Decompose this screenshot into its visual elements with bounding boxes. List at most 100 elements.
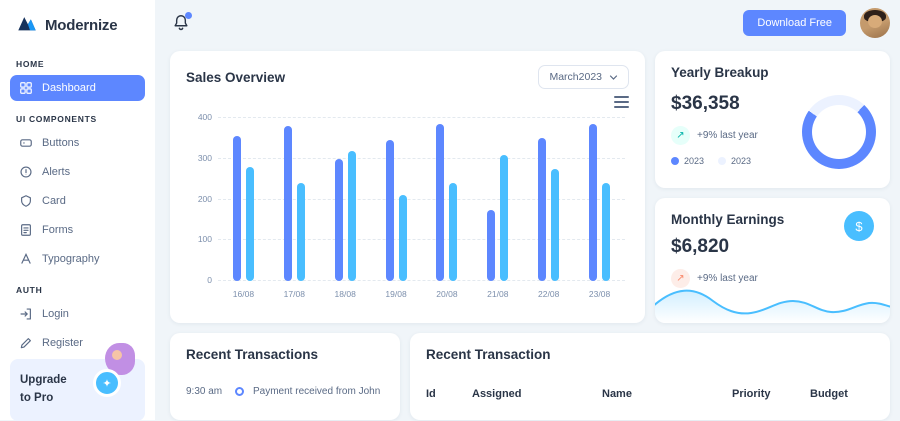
sidebar-item-dashboard[interactable]: Dashboard: [10, 75, 145, 101]
sidebar-item-buttons[interactable]: Buttons: [10, 130, 145, 156]
monthly-change-label: +9% last year: [697, 273, 758, 284]
y-axis-tick-label: 200: [197, 193, 212, 204]
sidebar-item-label: Buttons: [42, 137, 80, 149]
forms-icon: [19, 223, 33, 237]
register-icon: [19, 336, 33, 350]
yearly-breakup-title: Yearly Breakup: [671, 65, 769, 80]
nav-section-label: UI COMPONENTS: [16, 114, 97, 124]
bar-2023: [347, 150, 356, 281]
chart-gridline: [218, 157, 625, 159]
dashboard-content: Sales Overview March2023 0 100 200 300 400 1…: [170, 46, 890, 420]
sidebar-item-alerts[interactable]: Alerts: [10, 159, 145, 185]
trend-up-icon: ↗: [671, 269, 690, 288]
top-row: Sales Overview March2023 0 100 200 300 400 1…: [170, 51, 890, 323]
bar-series-container: [218, 118, 625, 281]
bar-2023: [436, 124, 445, 281]
yearly-breakup-amount: $36,358: [671, 93, 740, 114]
logo[interactable]: Modernize: [10, 0, 145, 46]
sidebar-item-label: Alerts: [42, 166, 71, 178]
upgrade-pro-label: Upgrade to Pro: [20, 374, 67, 404]
period-select-dropdown[interactable]: March2023: [538, 65, 629, 89]
bar-2023: [551, 168, 560, 281]
legend-item: 2023: [671, 156, 704, 166]
x-axis-tick-label: 16/08: [232, 289, 255, 299]
right-column: Yearly Breakup $36,358 ↗ +9% last year 2…: [655, 51, 890, 323]
bar-2023: [487, 209, 496, 281]
bar-2023: [500, 154, 509, 281]
chart-gridline: [218, 280, 625, 281]
chevron-down-icon: [609, 74, 618, 80]
bar-2023: [245, 166, 254, 281]
table-column-header: Name: [602, 388, 632, 400]
sidebar-item-typography[interactable]: Typography: [10, 246, 145, 272]
recent-transactions-card: Recent Transactions 9:30 am Payment recei…: [170, 333, 400, 420]
sidebar-item-label: Forms: [42, 224, 74, 236]
bar-group: [320, 118, 371, 281]
sales-bar-chart: 0 100 200 300 400: [198, 112, 625, 285]
bar-group: [523, 118, 574, 281]
transaction-time: 9:30 am: [186, 386, 223, 397]
monthly-change-row: ↗ +9% last year: [671, 269, 874, 288]
y-axis-tick-label: 0: [207, 275, 212, 285]
transactions-timeline: 9:30 am Payment received from John: [186, 386, 384, 397]
download-free-button[interactable]: Download Free: [743, 10, 846, 36]
bar-group: [371, 118, 422, 281]
main-area: Download Free Sales Overview March2023 0…: [155, 0, 900, 420]
bar-group: [574, 118, 625, 281]
x-axis-tick-label: 18/08: [334, 289, 356, 299]
bar-group: [472, 118, 523, 281]
dollar-icon[interactable]: $: [844, 211, 874, 241]
x-axis-tick-label: 22/08: [538, 289, 560, 299]
login-icon: [19, 307, 33, 321]
grid-icon: [19, 81, 33, 95]
sales-chart-x-axis: 16/08 17/08 18/08 19/08 20/08 21/08 22/08 23/08: [218, 289, 625, 299]
bell-icon: [174, 15, 188, 31]
bar-2023: [538, 138, 547, 281]
bar-2023: [283, 126, 292, 281]
x-axis-tick-label: 21/08: [487, 289, 509, 299]
yearly-breakup-card: Yearly Breakup $36,358 ↗ +9% last year 2…: [655, 51, 890, 188]
chart-gridline: [218, 117, 625, 118]
user-avatar[interactable]: [860, 8, 890, 38]
legend-label: 2023: [684, 156, 705, 166]
sidebar-item-card[interactable]: Card: [10, 188, 145, 214]
sidebar-item-register[interactable]: Register: [10, 330, 145, 356]
recent-transaction-table-title: Recent Transaction: [426, 347, 551, 362]
transaction-item: 9:30 am Payment received from John: [186, 386, 384, 397]
bar-2023: [385, 140, 394, 281]
nav-section-label: AUTH: [16, 285, 43, 295]
sidebar-item-label: Card: [42, 195, 66, 207]
alerts-icon: [19, 165, 33, 179]
x-axis-tick-label: 19/08: [385, 289, 407, 299]
chart-menu-icon[interactable]: [614, 96, 629, 108]
logo-text: Modernize: [45, 17, 118, 34]
table-column-header: Budget: [810, 388, 848, 400]
bar-2023: [296, 183, 305, 281]
upgrade-pro-card[interactable]: Upgrade to Pro ✦: [10, 343, 145, 421]
bottom-row: Recent Transactions 9:30 am Payment recei…: [170, 333, 890, 420]
bar-2023: [232, 136, 241, 281]
legend-dot: [718, 157, 727, 165]
legend-item: 2023: [718, 156, 751, 166]
notification-bell-button[interactable]: [170, 12, 192, 34]
monthly-earnings-area-chart: [655, 289, 890, 323]
bar-group: [269, 118, 320, 281]
y-axis-tick-label: 400: [197, 112, 212, 122]
sidebar-item-label: Dashboard: [42, 82, 96, 94]
table-column-header: Priority: [732, 388, 771, 400]
trend-up-icon: ↗: [671, 126, 690, 145]
sales-overview-title: Sales Overview: [186, 69, 286, 85]
recent-transaction-table-card: Recent Transaction Id Assigned Name Priorit…: [410, 333, 890, 420]
sidebar: Modernize HOME Dashboard UI COMPONENTS Butt…: [0, 0, 155, 421]
transaction-table-header-row: Id Assigned Name Priority Budget: [426, 388, 874, 400]
table-column-header: Id: [426, 388, 436, 400]
typography-icon: [19, 252, 33, 266]
x-axis-tick-label: 17/08: [283, 289, 305, 299]
notification-dot: [185, 12, 192, 19]
y-axis-tick-label: 100: [197, 234, 212, 245]
yearly-breakup-legend: 2023 2023: [671, 156, 874, 166]
sidebar-item-forms[interactable]: Forms: [10, 217, 145, 243]
sidebar-item-login[interactable]: Login: [10, 301, 145, 327]
yearly-change-row: ↗ +9% last year: [671, 126, 874, 145]
timeline-dot-icon: [235, 387, 244, 396]
